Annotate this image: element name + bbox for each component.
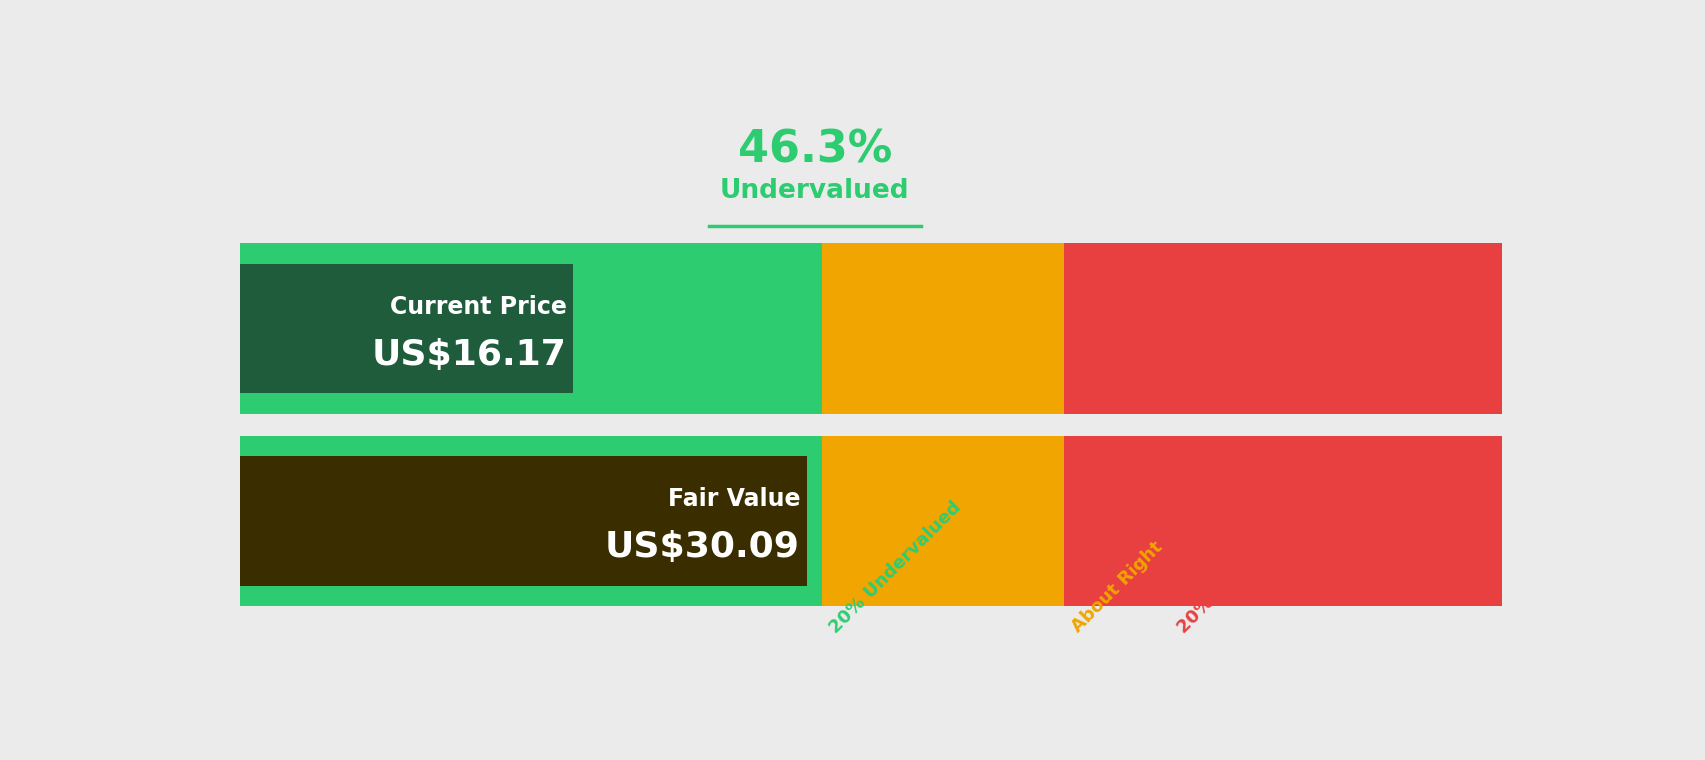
- Text: Current Price: Current Price: [389, 295, 566, 318]
- Text: 20% Overvalued: 20% Overvalued: [1173, 507, 1303, 636]
- Bar: [1064, 243, 1502, 414]
- Text: 20% Undervalued: 20% Undervalued: [825, 498, 963, 636]
- Bar: [239, 456, 806, 586]
- Text: 46.3%: 46.3%: [737, 128, 892, 171]
- Bar: [1064, 435, 1502, 606]
- Bar: [239, 264, 573, 394]
- Text: US$30.09: US$30.09: [605, 530, 800, 564]
- Text: Undervalued: Undervalued: [720, 178, 909, 204]
- Text: Fair Value: Fair Value: [667, 487, 800, 511]
- Bar: [822, 435, 1064, 606]
- Bar: [239, 243, 822, 414]
- Bar: [822, 243, 1064, 414]
- Text: US$16.17: US$16.17: [372, 337, 566, 372]
- Text: About Right: About Right: [1067, 538, 1166, 636]
- Bar: [239, 435, 822, 606]
